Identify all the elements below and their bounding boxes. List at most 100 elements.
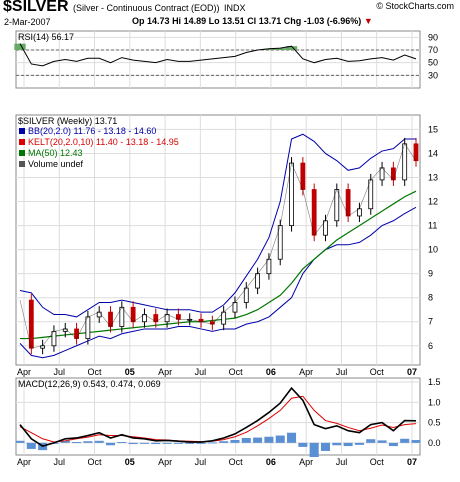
price-close-line bbox=[19, 143, 417, 349]
macd-histogram-bar bbox=[388, 442, 398, 447]
price-x-tick: Oct bbox=[88, 367, 103, 377]
rsi-y-tick: 30 bbox=[428, 70, 438, 80]
macd-histogram-bar bbox=[275, 435, 285, 443]
macd-histogram-bar bbox=[264, 436, 274, 443]
quote-line: Op 14.73 Hi 14.89 Lo 13.51 Cl 13.71 Chg … bbox=[132, 16, 373, 26]
open-value: 14.73 bbox=[147, 16, 170, 26]
price-x-tick: 05 bbox=[125, 367, 135, 377]
macd-histogram-bar bbox=[117, 442, 127, 444]
price-y-tick: 9 bbox=[428, 269, 433, 279]
macd-histogram-bar bbox=[343, 442, 353, 447]
macd-line bbox=[19, 386, 417, 447]
rsi-overbought-fill bbox=[285, 46, 298, 50]
price-y-tick: 15 bbox=[428, 124, 438, 134]
macd-histogram-bar bbox=[320, 442, 331, 451]
price-y-tick: 8 bbox=[428, 293, 433, 303]
macd-signal-line bbox=[19, 395, 417, 443]
legend-swatch bbox=[19, 161, 25, 167]
macd-histogram-bar bbox=[105, 442, 116, 446]
price-y-tick: 12 bbox=[428, 197, 438, 207]
legend-swatch bbox=[19, 128, 25, 134]
macd-histogram-bar bbox=[377, 440, 387, 443]
macd-histogram-bar bbox=[128, 442, 138, 445]
symbol-title: $SILVER (Silver - Continuous Contract (E… bbox=[3, 0, 246, 15]
macd-y-tick: 0.5 bbox=[428, 418, 441, 428]
low-value: 13.51 bbox=[222, 16, 245, 26]
macd-histogram-bar bbox=[332, 442, 342, 446]
macd-histogram-bar bbox=[15, 440, 25, 443]
price-x-tick: Oct bbox=[370, 367, 385, 377]
macd-x-tick: Oct bbox=[229, 457, 244, 467]
brand-watermark: © StockCharts.com bbox=[376, 1, 454, 11]
macd-x-tick: Oct bbox=[88, 457, 103, 467]
macd-histogram-bar bbox=[83, 441, 93, 443]
macd-histogram-bar bbox=[354, 442, 364, 445]
macd-histogram-bar bbox=[400, 438, 410, 443]
rsi-overbought-fill bbox=[274, 48, 286, 50]
macd-histogram-bar bbox=[309, 442, 319, 458]
macd-histogram-bar bbox=[162, 442, 172, 444]
bb-upper-line bbox=[19, 133, 416, 318]
rsi-y-tick: 70 bbox=[428, 45, 438, 55]
price-x-tick: Jul bbox=[195, 367, 207, 377]
macd-x-tick: Jul bbox=[336, 457, 348, 467]
macd-histogram-bar bbox=[139, 442, 149, 444]
macd-x-tick: Apr bbox=[158, 457, 172, 467]
macd-histogram-bar bbox=[241, 437, 251, 443]
high-value: 14.89 bbox=[183, 16, 207, 26]
close-value: 13.71 bbox=[258, 16, 282, 26]
rsi-overbought-fill bbox=[263, 48, 275, 50]
price-x-tick: Jul bbox=[336, 367, 348, 377]
price-x-tick: 06 bbox=[266, 367, 276, 377]
price-x-tick: 07 bbox=[407, 367, 417, 377]
legend-label: BB(20,2.0) 11.76 - 13.18 - 14.60 bbox=[28, 126, 156, 136]
macd-x-tick: Jul bbox=[54, 457, 66, 467]
macd-y-tick: 1.5 bbox=[428, 377, 441, 387]
macd-histogram-bar bbox=[298, 442, 308, 447]
legend-label: MA(50) 12.43 bbox=[28, 148, 83, 158]
price-y-tick: 6 bbox=[428, 341, 433, 351]
macd-x-tick: 05 bbox=[125, 457, 135, 467]
macd-histogram-bar bbox=[185, 442, 195, 444]
bb-lower-line bbox=[19, 206, 417, 359]
legend-label: Volume undef bbox=[28, 159, 84, 169]
chart-header: $SILVER (Silver - Continuous Contract (E… bbox=[0, 0, 460, 30]
price-title: $SILVER (Weekly) 13.71 bbox=[18, 116, 117, 126]
rsi-title: RSI(14) 56.17 bbox=[18, 32, 74, 42]
price-y-tick: 14 bbox=[428, 148, 438, 158]
rsi-overbought-fill bbox=[14, 43, 26, 50]
macd-histogram-bar bbox=[60, 440, 70, 443]
rsi-y-tick: 90 bbox=[428, 32, 438, 42]
macd-x-tick: Apr bbox=[17, 457, 31, 467]
macd-histogram-bar bbox=[173, 442, 183, 444]
symbol-description: (Silver - Continuous Contract (EOD)) bbox=[72, 3, 220, 13]
macd-x-tick: 06 bbox=[266, 457, 276, 467]
macd-histogram-bar bbox=[94, 440, 104, 443]
price-y-tick: 10 bbox=[428, 245, 438, 255]
price-x-tick: Apr bbox=[299, 367, 313, 377]
macd-histogram-bar bbox=[253, 437, 263, 443]
macd-histogram-bar bbox=[411, 440, 421, 443]
macd-histogram-bar bbox=[366, 439, 376, 443]
macd-histogram-bar bbox=[26, 442, 36, 449]
macd-x-tick: Apr bbox=[299, 457, 313, 467]
macd-histogram-bar bbox=[230, 440, 240, 443]
macd-histogram-bar bbox=[219, 441, 229, 443]
macd-title: MACD(12,26,9) 0.543, 0.474, 0.069 bbox=[18, 379, 161, 389]
legend-swatch bbox=[19, 139, 25, 145]
macd-x-tick: Oct bbox=[370, 457, 385, 467]
macd-histogram-bar bbox=[151, 442, 161, 445]
macd-frame bbox=[15, 377, 421, 456]
legend-swatch bbox=[19, 150, 25, 156]
rsi-line bbox=[19, 43, 417, 67]
rsi-frame bbox=[15, 30, 421, 89]
change-value: -1.03 (-6.96%) bbox=[303, 16, 362, 26]
price-y-tick: 13 bbox=[428, 173, 438, 183]
price-y-tick: 7 bbox=[428, 317, 433, 327]
price-x-tick: Apr bbox=[17, 367, 31, 377]
price-x-tick: Apr bbox=[158, 367, 172, 377]
macd-x-tick: 07 bbox=[407, 457, 417, 467]
macd-histogram-bar bbox=[196, 442, 206, 444]
macd-histogram-bar bbox=[207, 442, 217, 444]
